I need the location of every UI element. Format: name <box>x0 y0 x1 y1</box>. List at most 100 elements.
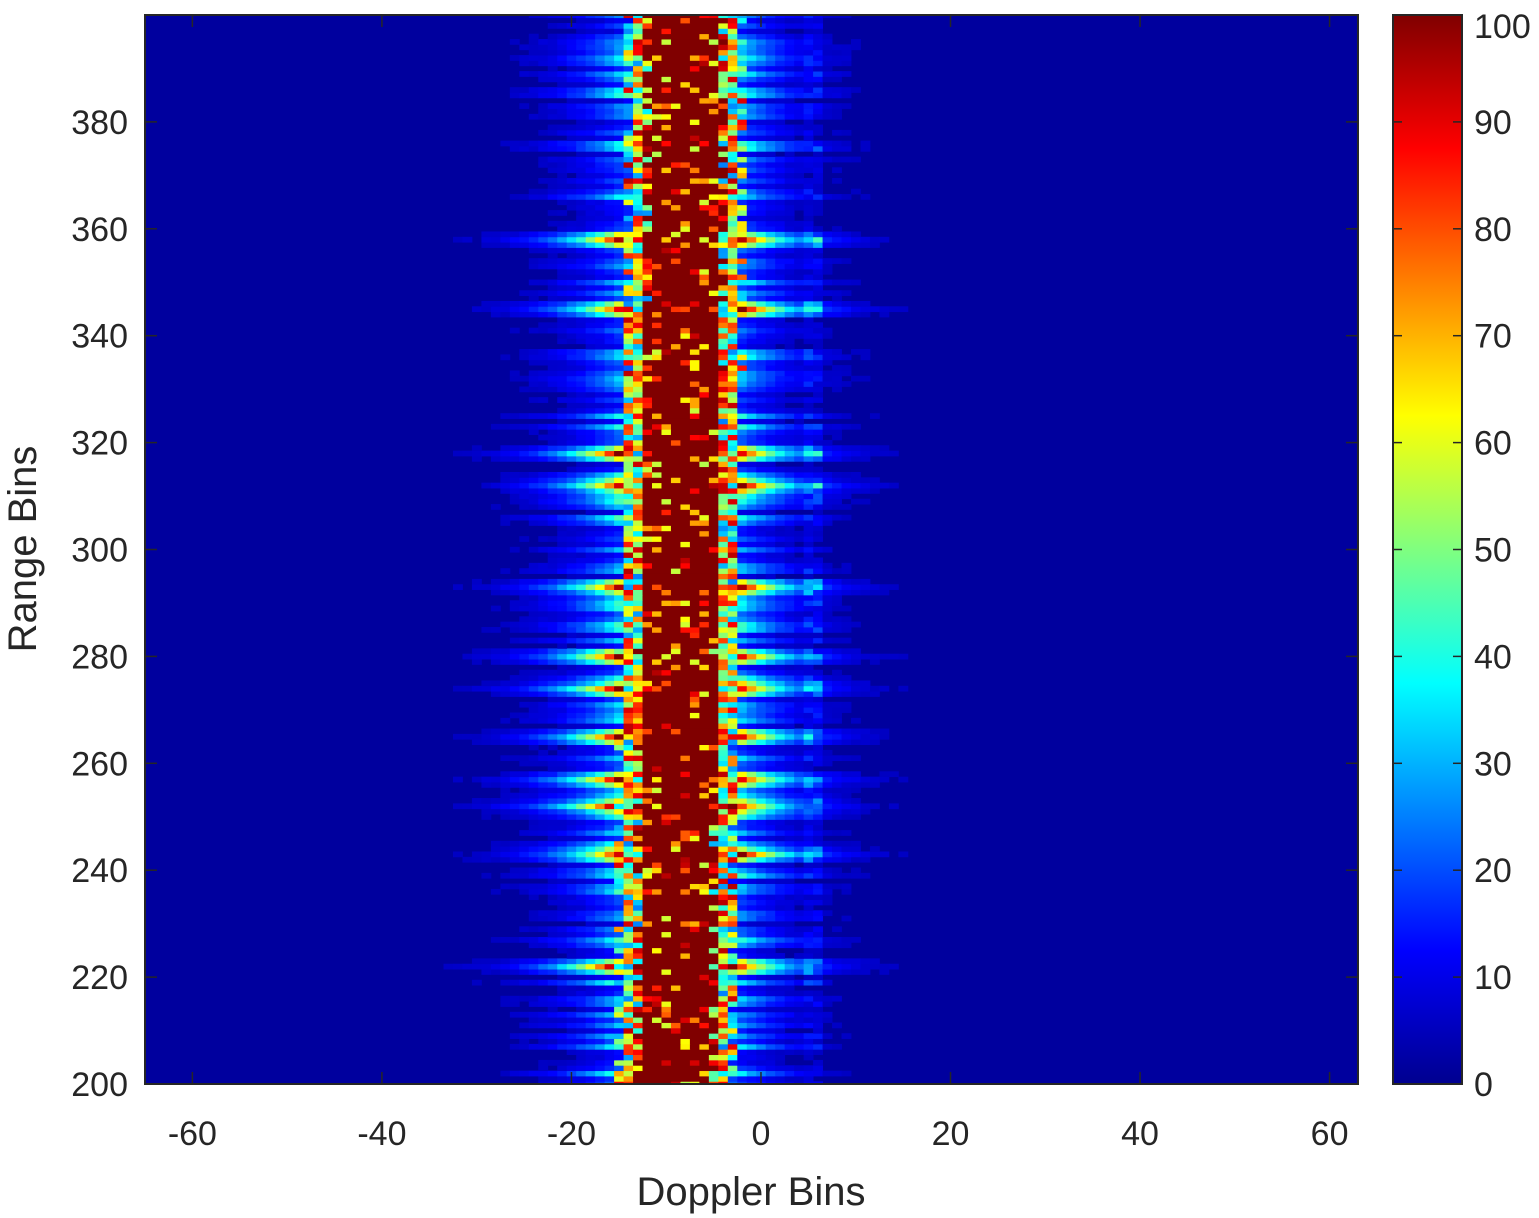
heatmap-cell <box>633 450 643 457</box>
heatmap-cell <box>642 958 653 965</box>
heatmap-cell <box>614 1059 624 1066</box>
heatmap-cell <box>860 445 871 452</box>
heatmap-cell <box>680 413 691 419</box>
heatmap-cell <box>841 675 852 681</box>
heatmap-cell <box>661 616 672 623</box>
heatmap-cell <box>860 685 871 692</box>
heatmap-cell <box>765 963 776 970</box>
heatmap-cell <box>652 381 662 387</box>
heatmap-cell <box>604 1001 615 1007</box>
heatmap-cell <box>661 1027 672 1034</box>
heatmap-cell <box>851 349 861 355</box>
heatmap-cell <box>661 643 672 649</box>
heatmap-cell <box>509 771 520 778</box>
heatmap-cell <box>614 771 624 778</box>
heatmap-cell <box>718 573 729 580</box>
heatmap-cell <box>585 300 596 307</box>
heatmap-cell <box>727 1059 738 1066</box>
heatmap-cell <box>538 300 549 307</box>
heatmap-cell <box>585 402 596 409</box>
heatmap-cell <box>851 867 861 874</box>
heatmap-cell <box>595 589 606 596</box>
heatmap-cell <box>557 653 568 660</box>
heatmap-cell <box>595 937 606 943</box>
heatmap-cell <box>595 1081 606 1085</box>
heatmap-cell <box>614 610 624 617</box>
heatmap-cell <box>547 1038 558 1045</box>
heatmap-cell <box>708 1059 719 1066</box>
heatmap-cell <box>756 477 767 484</box>
heatmap-cell <box>604 498 615 505</box>
heatmap-cell <box>623 744 634 751</box>
heatmap-cell <box>718 701 729 708</box>
heatmap-cell <box>642 343 653 350</box>
heatmap-cell <box>822 514 833 521</box>
heatmap-cell <box>813 937 823 943</box>
heatmap-cell <box>576 616 587 623</box>
heatmap-cell <box>614 878 624 884</box>
heatmap-cell <box>756 1043 767 1050</box>
heatmap-cell <box>803 445 814 452</box>
heatmap-cell <box>727 306 738 313</box>
heatmap-cell <box>670 862 681 868</box>
heatmap-cell <box>689 931 700 938</box>
heatmap-cell <box>746 803 757 810</box>
heatmap-cell <box>633 733 643 740</box>
heatmap-cell <box>623 546 634 553</box>
heatmap-cell <box>614 514 624 521</box>
heatmap-cell <box>585 803 596 810</box>
heatmap-cell <box>708 824 719 831</box>
heatmap-cell <box>680 739 691 745</box>
heatmap-cell <box>595 386 606 393</box>
heatmap-cell <box>652 434 662 441</box>
heatmap-cell <box>784 717 795 724</box>
heatmap-cell <box>680 1054 691 1061</box>
heatmap-cell <box>661 937 672 943</box>
heatmap-cell <box>652 915 662 922</box>
heatmap-cell <box>832 707 842 713</box>
heatmap-cell <box>879 728 890 735</box>
heatmap-cell <box>538 653 549 660</box>
heatmap-cell <box>642 669 653 676</box>
heatmap-cell <box>633 621 643 628</box>
heatmap-cell <box>576 803 587 810</box>
heatmap-cell <box>699 594 710 601</box>
heatmap-cell <box>661 1038 672 1045</box>
heatmap-cell <box>633 578 643 585</box>
heatmap-cell <box>500 771 511 778</box>
heatmap-cell <box>699 910 710 917</box>
heatmap-cell <box>727 819 738 826</box>
heatmap-cell <box>718 1033 729 1039</box>
heatmap-cell <box>585 798 596 804</box>
heatmap-cell <box>689 546 700 553</box>
heatmap-cell <box>642 589 653 596</box>
heatmap-cell <box>576 985 587 991</box>
heatmap-cell <box>661 1022 672 1029</box>
heatmap-cell <box>708 749 719 756</box>
heatmap-cell <box>851 685 861 692</box>
heatmap-cell <box>822 969 833 975</box>
heatmap-cell <box>689 824 700 831</box>
heatmap-cell <box>633 434 643 441</box>
heatmap-cell <box>538 546 549 553</box>
heatmap-cell <box>509 680 520 687</box>
heatmap-cell <box>670 391 681 398</box>
heatmap-cell <box>557 311 568 318</box>
heatmap-cell <box>642 402 653 409</box>
heatmap-cell <box>784 530 795 537</box>
heatmap-cell <box>528 413 539 419</box>
heatmap-cell <box>765 840 776 847</box>
heatmap-cell <box>898 653 909 660</box>
heatmap-cell <box>680 653 691 660</box>
heatmap-cell <box>642 675 653 681</box>
heatmap-cell <box>784 375 795 382</box>
heatmap-cell <box>614 958 624 965</box>
heatmap-cell <box>623 969 634 975</box>
heatmap-cell <box>689 920 700 927</box>
heatmap-cell <box>746 530 757 537</box>
heatmap-cell <box>566 536 577 542</box>
heatmap-cell <box>727 300 738 307</box>
heatmap-cell <box>765 434 776 441</box>
heatmap-cell <box>746 616 757 623</box>
heatmap-cell <box>633 675 643 681</box>
